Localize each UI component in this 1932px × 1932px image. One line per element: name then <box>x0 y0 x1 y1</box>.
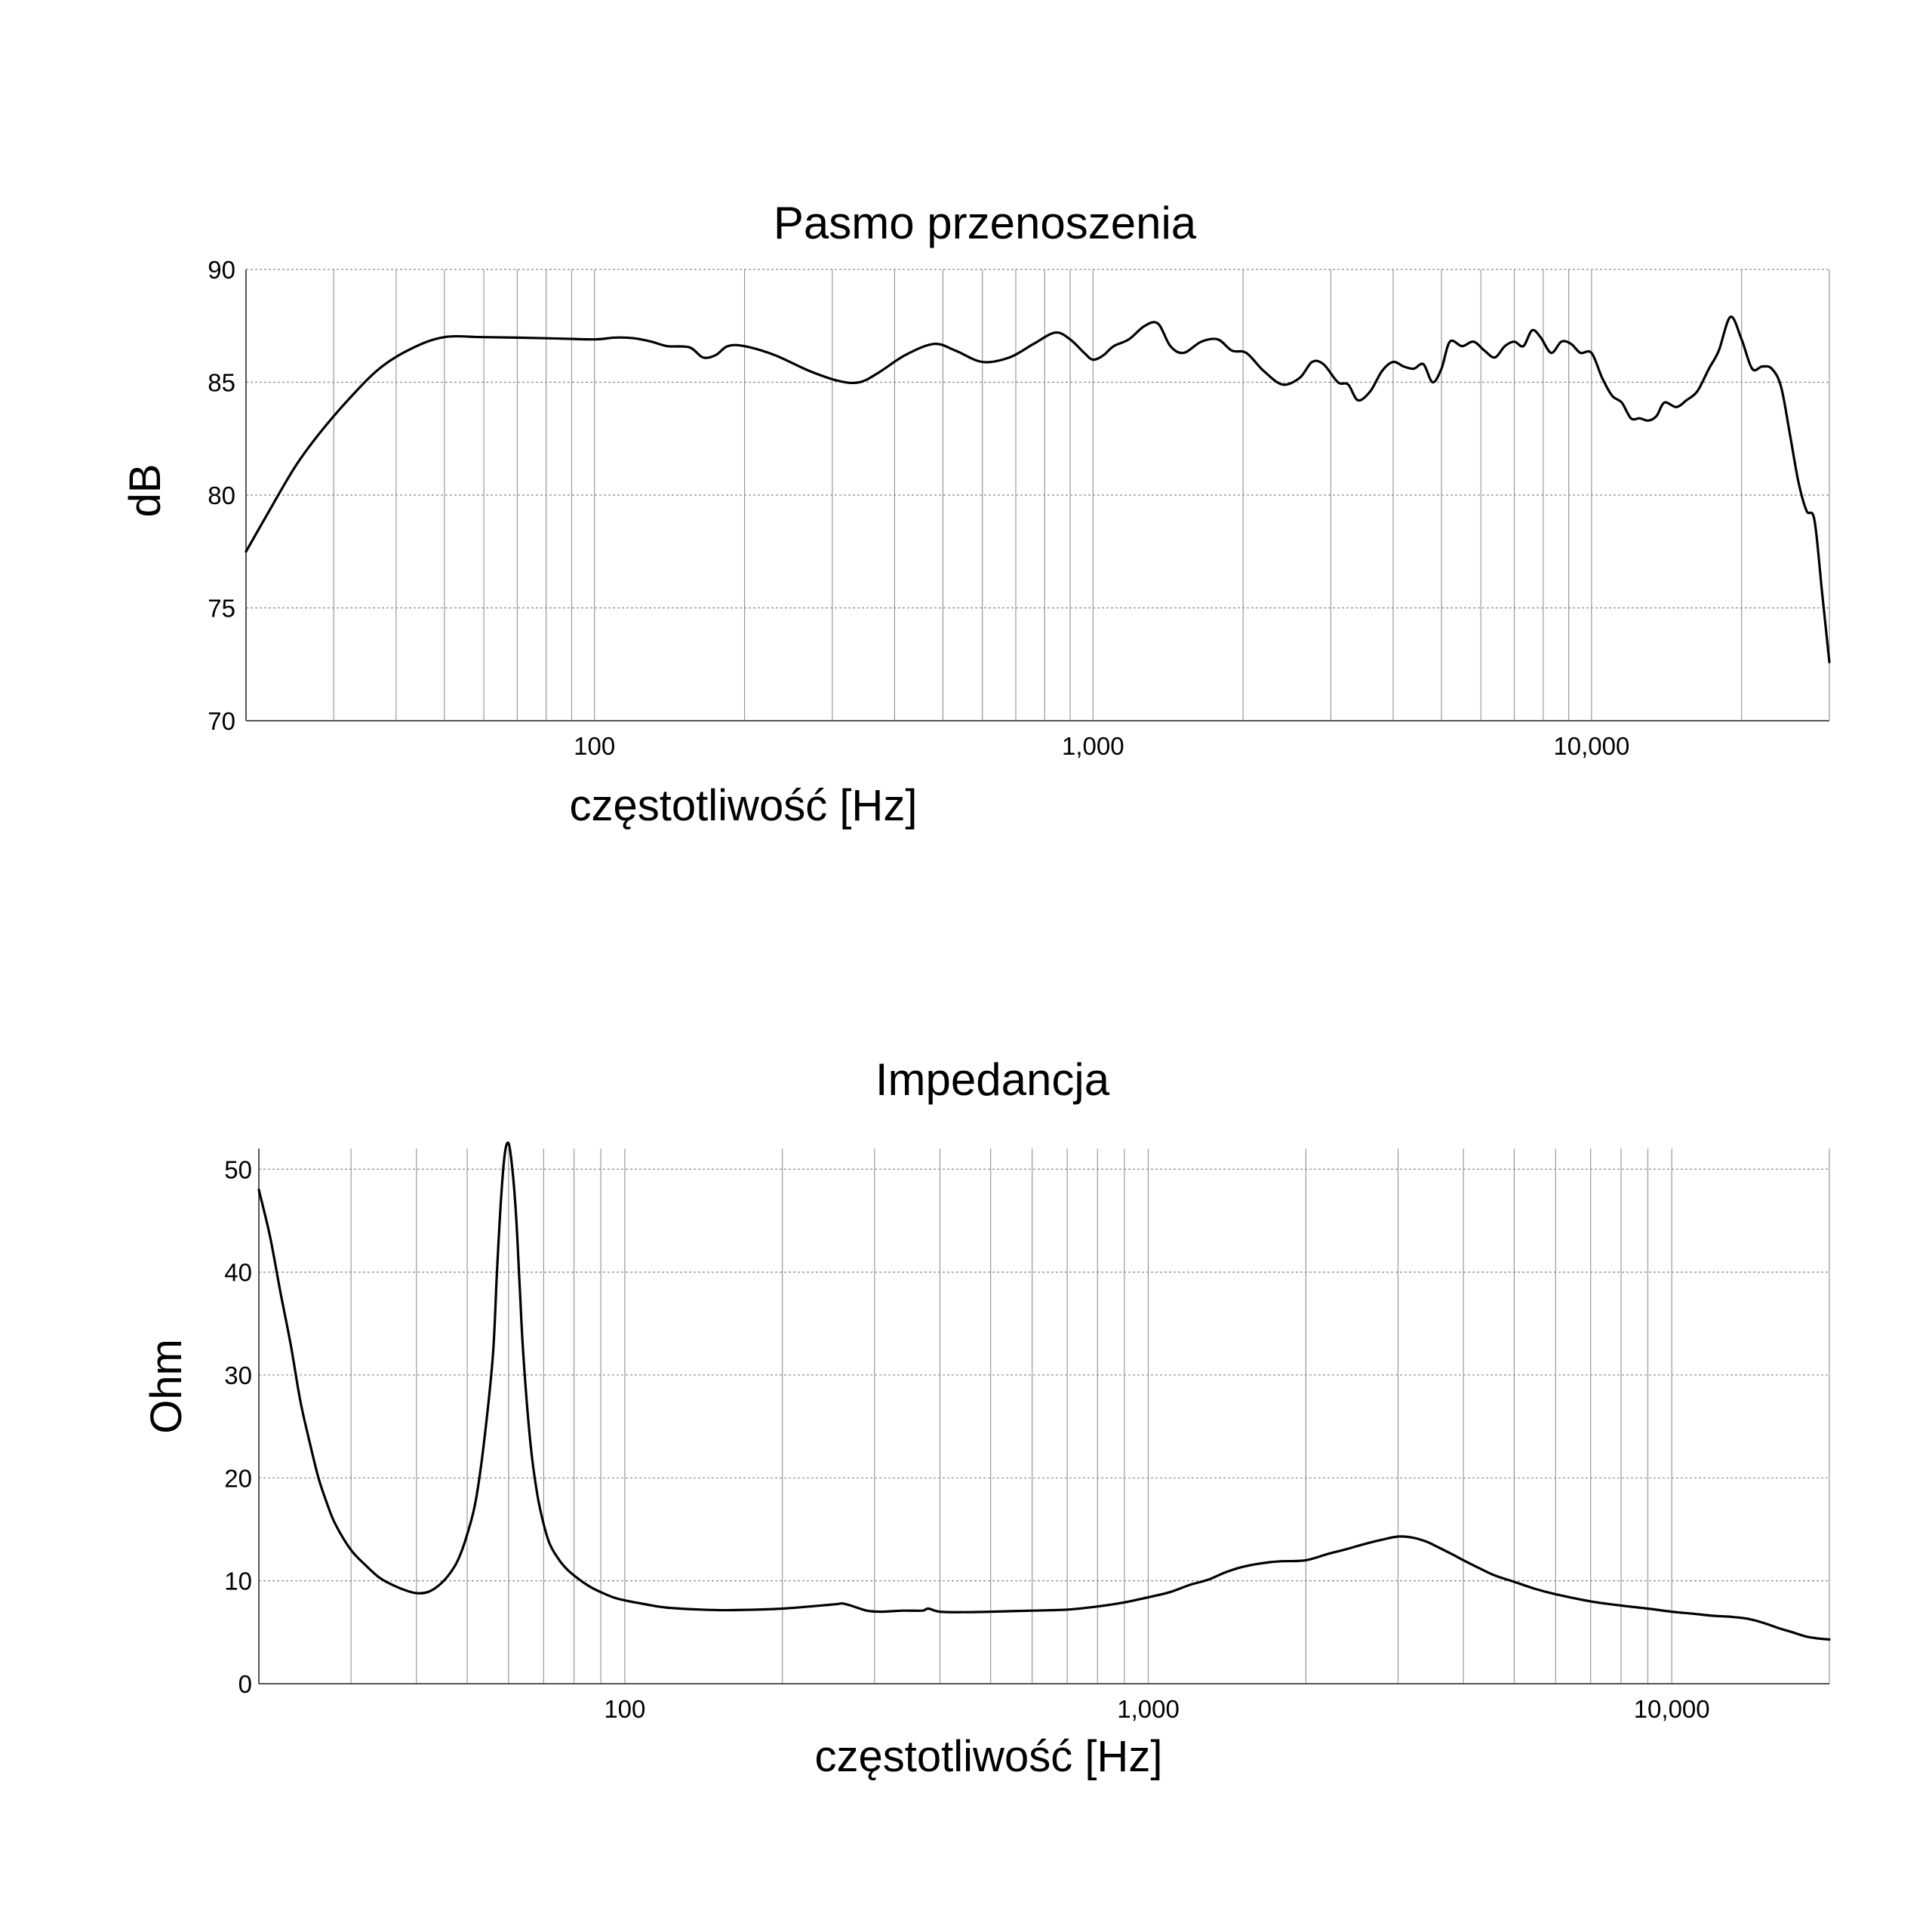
y-tick-label: 75 <box>208 595 235 623</box>
y-tick-label: 30 <box>224 1361 252 1389</box>
axes <box>258 1149 1829 1684</box>
series-line <box>245 315 1831 663</box>
y-tick-label: 50 <box>224 1155 252 1183</box>
x-axis-label: częstotliwość [Hz] <box>570 781 918 830</box>
x-tick-label: 1,000 <box>1117 1695 1180 1723</box>
ticks: 70 75 80 85 90 100 1,000 10,000 <box>208 256 1629 760</box>
y-tick-label: 85 <box>208 369 235 397</box>
grid <box>259 1149 1830 1684</box>
x-tick-label: 1,000 <box>1062 732 1124 760</box>
chart-title: Pasmo przenoszenia <box>774 198 1197 248</box>
x-tick-label: 10,000 <box>1634 1695 1710 1723</box>
frequency-response-chart: Pasmo przenoszenia 70 75 80 85 90 100 1,000 10,… <box>121 198 1831 830</box>
x-tick-label: 100 <box>604 1695 645 1723</box>
series-group <box>245 315 1831 663</box>
y-axis-label: dB <box>121 464 170 518</box>
x-tick-label: 100 <box>574 732 615 760</box>
y-tick-label: 80 <box>208 481 235 509</box>
chart-title: Impedancja <box>875 1054 1110 1105</box>
x-axis-label: częstotliwość [Hz] <box>815 1732 1163 1781</box>
y-tick-label: 20 <box>224 1464 252 1492</box>
y-tick-label: 0 <box>238 1670 252 1698</box>
ticks: 0 10 20 30 40 50 100 1,000 10,000 <box>224 1155 1709 1723</box>
y-axis-label: Ohm <box>142 1339 191 1434</box>
y-tick-label: 70 <box>208 707 235 735</box>
series-line <box>257 1141 1831 1641</box>
y-tick-label: 90 <box>208 256 235 284</box>
y-tick-label: 10 <box>224 1567 252 1595</box>
impedance-chart: Impedancja 0 10 20 30 40 50 100 1,000 10,000 czę… <box>142 1054 1831 1781</box>
x-tick-label: 10,000 <box>1553 732 1629 760</box>
series-group <box>257 1141 1831 1641</box>
y-tick-label: 40 <box>224 1259 252 1287</box>
axes <box>245 269 1829 721</box>
